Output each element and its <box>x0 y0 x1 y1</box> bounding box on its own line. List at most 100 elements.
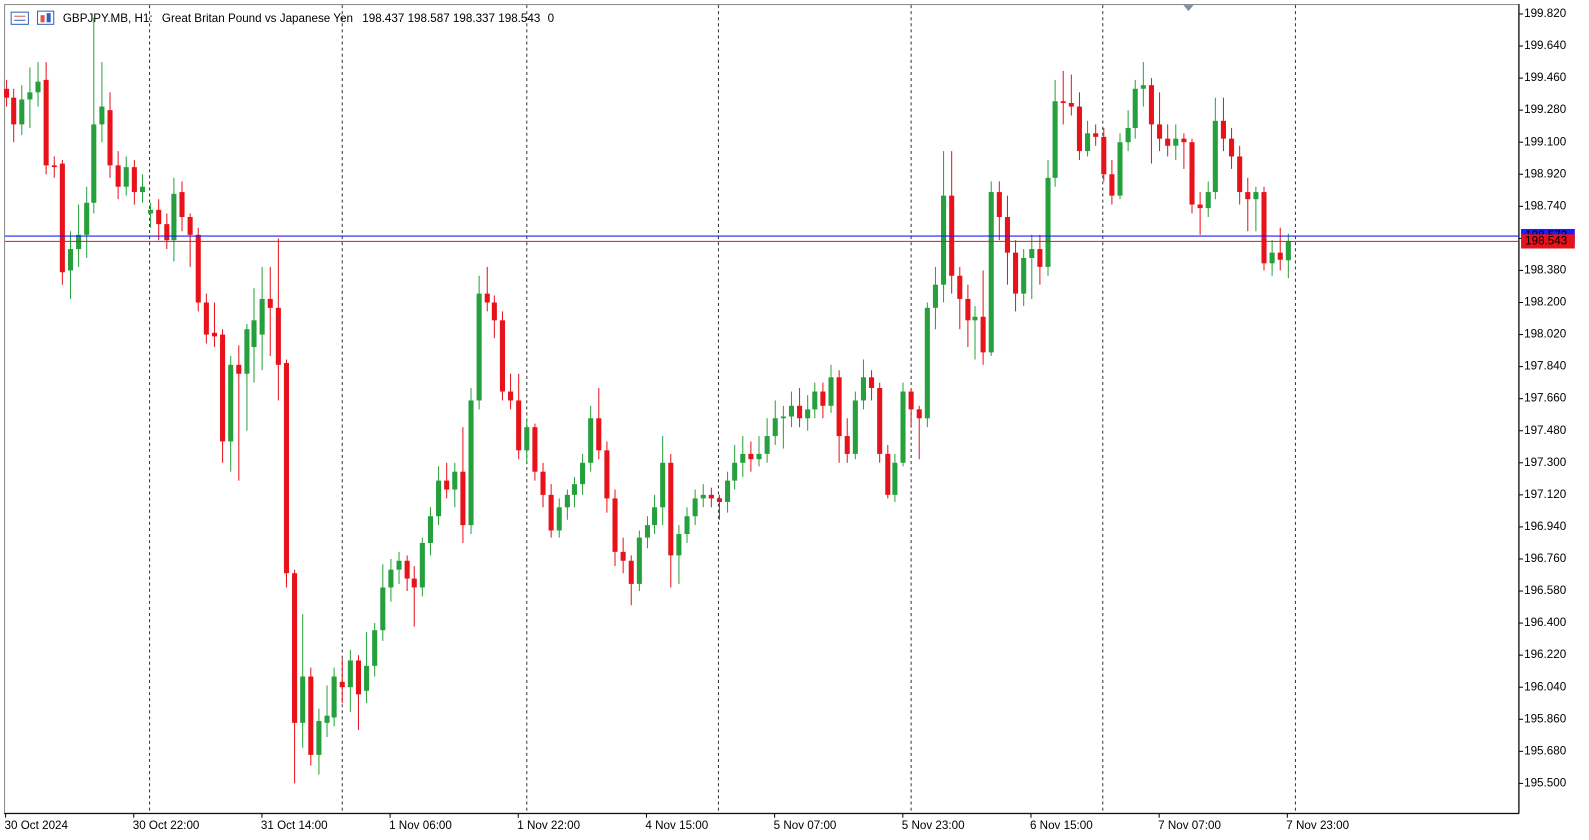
candle-body <box>300 676 306 723</box>
last-close: 198.543 <box>498 12 540 25</box>
shift-marker[interactable] <box>1183 5 1194 12</box>
candle-body <box>860 377 866 401</box>
candle-body <box>452 471 458 490</box>
candle-body <box>972 316 978 321</box>
candle-body <box>1052 101 1058 178</box>
candle-body <box>1060 101 1066 104</box>
candle-body <box>932 284 938 308</box>
candle-body <box>628 560 634 584</box>
y-tick-label: 196.040 <box>1524 680 1567 693</box>
candle-body <box>91 124 97 203</box>
candle-body <box>275 307 281 365</box>
candle-body <box>195 234 201 303</box>
candle-body <box>1125 127 1131 143</box>
candle-body <box>211 332 218 337</box>
icon-list[interactable] <box>10 11 29 25</box>
candle-body <box>107 110 113 166</box>
candle-body <box>59 163 65 273</box>
candle-body <box>692 498 698 517</box>
candle-body <box>1157 124 1163 139</box>
candle-body <box>908 391 914 410</box>
candle-body <box>1197 204 1203 209</box>
x-tick-label: 7 Nov 23:00 <box>1286 819 1349 832</box>
candle-body <box>596 418 602 451</box>
candle-body <box>1101 136 1107 175</box>
candle-body <box>316 721 322 755</box>
symbol: GBPJPY.MB, H1: <box>63 12 153 25</box>
candle-body <box>339 681 345 688</box>
candle-body <box>267 298 273 308</box>
last-high: 198.587 <box>408 12 450 25</box>
candle-body <box>516 400 522 451</box>
candle-body <box>740 453 746 463</box>
candle-body <box>580 462 586 485</box>
candle-body <box>556 507 562 531</box>
candle-body <box>468 400 474 526</box>
candle-body <box>187 217 193 235</box>
candle-body <box>76 234 82 250</box>
candle-body <box>35 81 41 93</box>
candle-body <box>251 320 257 348</box>
candle-body <box>1013 252 1019 294</box>
candle-body <box>11 97 17 125</box>
y-tick-label: 196.940 <box>1524 520 1567 533</box>
y-tick-label: 197.120 <box>1524 488 1567 501</box>
candle-body <box>115 165 121 187</box>
x-tick-label: 31 Oct 14:00 <box>261 819 328 832</box>
icon-chart[interactable] <box>37 10 55 25</box>
candle-body <box>84 202 90 235</box>
candle-body <box>820 391 826 406</box>
candle-body <box>131 167 137 193</box>
y-tick-label: 198.020 <box>1524 328 1567 341</box>
candle-body <box>748 453 754 460</box>
x-tick-label: 7 Nov 07:00 <box>1158 819 1221 832</box>
candle-body <box>716 498 722 502</box>
y-tick-label: 195.860 <box>1524 712 1567 725</box>
candle-body <box>1037 249 1043 267</box>
x-tick-label: 30 Oct 2024 <box>5 819 69 832</box>
candle-body <box>1229 138 1235 157</box>
y-tick-label: 195.500 <box>1524 776 1567 789</box>
candle-body <box>411 578 417 588</box>
candle-body <box>283 363 290 574</box>
candle-body <box>980 316 986 353</box>
candle-body <box>99 106 105 125</box>
candle-body <box>156 209 162 225</box>
candle-body <box>877 387 883 454</box>
candle-body <box>620 551 626 561</box>
candle-body <box>571 484 577 495</box>
candle-body <box>179 192 185 218</box>
candle-body <box>308 676 314 755</box>
candle-body <box>460 471 466 526</box>
candle-body <box>236 364 242 374</box>
candle-body <box>1148 85 1154 125</box>
y-tick-label: 198.920 <box>1524 167 1567 180</box>
candle-body <box>364 665 370 691</box>
candle-body <box>388 569 394 588</box>
candle-body <box>1165 138 1171 146</box>
candle-body <box>1285 241 1291 261</box>
icon-bar <box>46 13 51 23</box>
candle-body <box>355 660 361 695</box>
candle-body <box>548 494 554 531</box>
candle-body <box>1029 249 1035 258</box>
candle-body <box>51 165 57 168</box>
y-tick-label: 199.100 <box>1524 135 1567 148</box>
candle-body <box>1076 106 1082 152</box>
candle-body <box>139 186 146 193</box>
candle-body <box>604 450 610 499</box>
x-tick-label: 4 Nov 15:00 <box>645 819 708 832</box>
candle-body <box>869 377 875 388</box>
candle-body <box>532 427 538 472</box>
candle-body <box>684 516 690 535</box>
y-tick-label: 197.840 <box>1524 360 1567 373</box>
candle-body <box>732 462 738 481</box>
y-tick-label: 196.220 <box>1524 648 1567 661</box>
candle-body <box>123 167 129 187</box>
candle-body <box>797 405 803 419</box>
y-tick-label: 196.400 <box>1524 616 1567 629</box>
candle-body <box>708 494 714 499</box>
candle-body <box>380 587 386 631</box>
